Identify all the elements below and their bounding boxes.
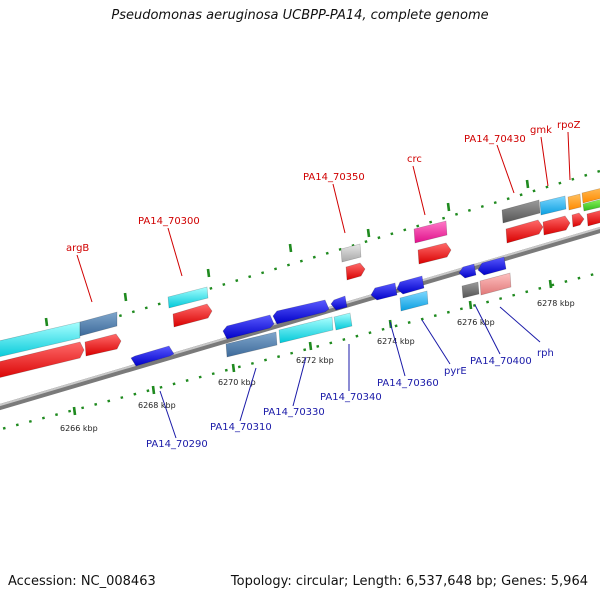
- cds-block[interactable]: [461, 281, 480, 299]
- gene-label-argb[interactable]: argB: [66, 243, 89, 254]
- scale-label-6266: 6266 kbp: [60, 424, 98, 433]
- genome-backbone: [0, 226, 600, 411]
- cds-forward[interactable]: [417, 242, 452, 265]
- map-title: Pseudomonas aeruginosa UCBPP-PA14, compl…: [111, 8, 489, 23]
- cds-reverse[interactable]: [222, 314, 275, 340]
- cds-reverse[interactable]: [477, 256, 507, 276]
- cds-block[interactable]: [582, 197, 600, 212]
- cds-block[interactable]: [479, 272, 512, 296]
- cds-forward[interactable]: [0, 341, 85, 380]
- gene-label-gmk[interactable]: gmk: [530, 125, 552, 136]
- gene-label-pa14-70290[interactable]: PA14_70290: [146, 439, 208, 450]
- forward-major-ticks: [44, 179, 530, 327]
- cds-block[interactable]: [581, 186, 600, 204]
- cds-reverse[interactable]: [396, 275, 425, 295]
- gene-label-pa14-70430[interactable]: PA14_70430: [464, 134, 526, 145]
- reverse-major-ticks: [72, 279, 553, 416]
- cds-block[interactable]: [333, 312, 353, 331]
- cds-forward[interactable]: [172, 303, 213, 328]
- cds-block[interactable]: [501, 199, 541, 224]
- scale-label-6276: 6276 kbp: [457, 318, 495, 327]
- reverse-leader-lines: [159, 304, 541, 439]
- gene-label-crc[interactable]: crc: [407, 154, 422, 165]
- cds-reverse[interactable]: [370, 282, 398, 301]
- gene-label-pa14-70300[interactable]: PA14_70300: [138, 216, 200, 227]
- cds-block[interactable]: [167, 286, 209, 309]
- cds-reverse[interactable]: [458, 263, 477, 279]
- gene-label-pa14-70330[interactable]: PA14_70330: [263, 407, 325, 418]
- scale-label-6278: 6278 kbp: [537, 299, 575, 308]
- cds-block[interactable]: [225, 331, 278, 358]
- scale-label-6268: 6268 kbp: [138, 401, 176, 410]
- cds-block[interactable]: [413, 220, 448, 244]
- gene-label-pa14-70340[interactable]: PA14_70340: [320, 392, 382, 403]
- cds-reverse[interactable]: [272, 299, 330, 325]
- cds-forward[interactable]: [84, 333, 122, 357]
- forward-leader-lines: [76, 131, 571, 303]
- scale-label-6272: 6272 kbp: [296, 356, 334, 365]
- gene-label-rpoz[interactable]: rpoZ: [557, 120, 581, 131]
- cds-forward[interactable]: [542, 215, 571, 236]
- accession-label: Accession: NC_008463: [8, 574, 156, 589]
- cds-block[interactable]: [278, 316, 334, 344]
- gene-label-pa14-70350[interactable]: PA14_70350: [303, 172, 365, 183]
- cds-forward[interactable]: [345, 262, 366, 281]
- cds-forward[interactable]: [505, 219, 544, 244]
- topology-label: Topology: circular; Length: 6,537,648 bp…: [230, 574, 588, 589]
- scale-label-6270: 6270 kbp: [218, 378, 256, 387]
- cds-forward[interactable]: [586, 208, 600, 227]
- gene-label-pa14-70400[interactable]: PA14_70400: [470, 356, 532, 367]
- cds-block[interactable]: [539, 195, 567, 216]
- gene-label-pyre[interactable]: pyrE: [444, 366, 467, 377]
- cds-block[interactable]: [79, 311, 118, 337]
- cds-block[interactable]: [567, 193, 582, 211]
- cds-forward[interactable]: [571, 212, 585, 228]
- gene-label-pa14-70360[interactable]: PA14_70360: [377, 378, 439, 389]
- cds-reverse[interactable]: [330, 295, 348, 311]
- gene-label-rph[interactable]: rph: [537, 348, 554, 359]
- cds-block[interactable]: [340, 243, 362, 263]
- gene-label-pa14-70310[interactable]: PA14_70310: [210, 422, 272, 433]
- cds-block[interactable]: [399, 290, 429, 312]
- cds-reverse[interactable]: [130, 345, 175, 367]
- cds-block[interactable]: [0, 321, 81, 359]
